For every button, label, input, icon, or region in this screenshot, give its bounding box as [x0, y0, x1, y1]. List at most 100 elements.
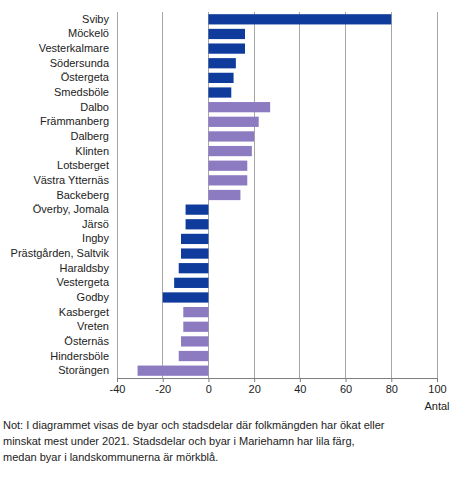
y-tick: Dalbo [80, 101, 109, 113]
bar [208, 58, 235, 68]
bar [186, 219, 209, 229]
grid-line [345, 12, 346, 378]
category-label: Främmanberg [40, 115, 109, 127]
category-label: Vesterkalmare [39, 42, 109, 54]
y-tick: Godby [77, 291, 110, 303]
note-line: minskat mest under 2021. Stadsdelar och … [3, 435, 355, 447]
category-label: Dalbo [80, 101, 109, 113]
y-tick: Backeberg [56, 189, 109, 201]
grid-line [254, 12, 255, 378]
bar [208, 175, 247, 185]
bar [163, 292, 209, 302]
chart: -40 -20 0 20 40 60 80 100 Sviby Möckelö Vesterkalm… [0, 0, 458, 477]
category-label: Ingby [82, 232, 109, 244]
bar [208, 190, 240, 200]
bar [186, 205, 209, 215]
x-tick: 100 [428, 378, 446, 395]
x-tick-label: 0 [206, 383, 212, 395]
y-tick: Vesterkalmare [39, 42, 109, 54]
category-label: Kasberget [59, 306, 109, 318]
x-tick-mark [300, 378, 301, 382]
category-label: Vestergeta [56, 276, 109, 288]
y-tick: Järsö [82, 218, 109, 230]
x-tick: -40 [110, 378, 126, 395]
category-label: Dalberg [70, 130, 109, 142]
x-tick-label: 80 [386, 383, 398, 395]
category-label: Östergeta [61, 71, 110, 83]
bar [208, 146, 251, 156]
category-label: Storängen [58, 364, 109, 376]
bar [181, 336, 208, 346]
y-tick: Sviby [82, 13, 109, 25]
category-label: Sviby [82, 13, 109, 25]
bars [138, 14, 392, 376]
x-tick-mark [437, 378, 438, 382]
grid-line [391, 12, 392, 378]
category-label: Prästgården, Saltvik [11, 247, 110, 259]
y-axis: Sviby Möckelö Vesterkalmare Södersunda Öster… [11, 13, 110, 376]
x-tick-mark [391, 378, 392, 382]
x-axis-title: Antal [424, 400, 449, 412]
category-label: Järsö [82, 218, 109, 230]
category-label: Smedsböle [54, 86, 109, 98]
category-label: Klinten [75, 145, 109, 157]
bar [208, 131, 254, 141]
category-label: Hindersböle [50, 350, 109, 362]
plot-area: -40 -20 0 20 40 60 80 100 Sviby Möckelö Vesterkalm… [11, 12, 447, 395]
bar [208, 117, 258, 127]
bar [179, 263, 209, 273]
bar [181, 248, 208, 258]
y-tick: Vestergeta [56, 276, 109, 288]
y-tick: Ingby [82, 232, 109, 244]
x-tick-mark [346, 378, 347, 382]
y-tick: Främmanberg [40, 115, 109, 127]
y-tick: Hindersböle [50, 350, 109, 362]
x-tick-label: 60 [340, 383, 352, 395]
x-tick: -20 [155, 378, 171, 395]
y-tick: Kasberget [59, 306, 109, 318]
x-tick: 60 [340, 378, 352, 395]
bar [208, 14, 391, 24]
bar [183, 322, 208, 332]
category-label: Östernäs [64, 335, 109, 347]
category-label: Överby, Jomala [33, 203, 110, 215]
x-tick-label: 40 [294, 383, 306, 395]
bar [208, 102, 270, 112]
bar [208, 73, 233, 83]
bar [138, 366, 209, 376]
y-tick: Vreten [77, 320, 109, 332]
y-tick: Västra Ytternäs [33, 174, 109, 186]
x-tick-mark [254, 378, 255, 382]
grid [117, 12, 437, 378]
x-tick-label: -40 [110, 383, 126, 395]
y-tick: Klinten [75, 145, 109, 157]
bar [208, 161, 247, 171]
category-label: Backeberg [56, 189, 109, 201]
y-tick: Östergeta [61, 71, 110, 83]
category-label: Godby [77, 291, 110, 303]
y-tick: Möckelö [68, 27, 109, 39]
note-line: medan byar i landskommunerna är mörkblå. [3, 451, 218, 463]
y-tick: Östernäs [64, 335, 109, 347]
category-label: Lotsberget [57, 159, 109, 171]
x-axis: -40 -20 0 20 40 60 80 100 [110, 378, 447, 395]
y-tick: Dalberg [70, 130, 109, 142]
x-tick: 40 [294, 378, 306, 395]
bar [174, 278, 208, 288]
note-line: Not: I diagrammet visas de byar och stad… [3, 419, 385, 431]
bar [208, 43, 245, 53]
note: Not: I diagrammet visas de byar och stad… [3, 419, 385, 463]
grid-line [437, 12, 438, 378]
category-label: Möckelö [68, 27, 109, 39]
y-tick: Prästgården, Saltvik [11, 247, 110, 259]
y-tick: Överby, Jomala [33, 203, 110, 215]
x-tick-mark [208, 378, 209, 382]
x-tick-label: 20 [249, 383, 261, 395]
y-tick: Södersunda [50, 57, 110, 69]
x-tick: 20 [249, 378, 261, 395]
grid-line [299, 12, 300, 378]
bar [181, 234, 208, 244]
category-label: Västra Ytternäs [33, 174, 109, 186]
x-tick-mark [117, 378, 118, 382]
x-tick-label: 100 [428, 383, 446, 395]
